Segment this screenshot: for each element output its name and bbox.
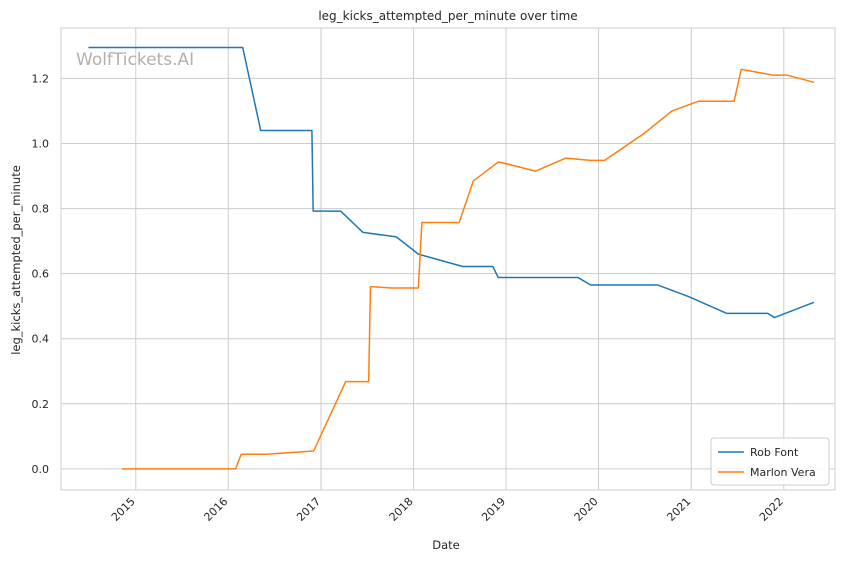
y-tick-label: 0.8 — [32, 203, 50, 216]
x-tick-label: 2021 — [664, 495, 693, 524]
y-tick-label: 0.6 — [32, 268, 50, 281]
x-tick-labels: 2015 2016 2017 2018 2019 2020 2021 2022 — [109, 495, 786, 524]
y-tick-label: 1.2 — [32, 72, 50, 85]
series-line-marlon-vera — [122, 68, 815, 470]
plot-area — [60, 27, 836, 491]
y-tick-label: 0.0 — [32, 463, 50, 476]
y-tick-labels: 0.0 0.2 0.4 0.6 0.8 1.0 1.2 — [32, 72, 50, 475]
x-tick-label: 2015 — [109, 495, 138, 524]
x-tick-label: 2018 — [387, 495, 416, 524]
legend-label-marlon-vera: Marlon Vera — [750, 466, 816, 479]
grid-lines — [61, 28, 835, 490]
y-tick-label: 0.2 — [32, 398, 50, 411]
x-tick-label: 2016 — [201, 495, 230, 524]
series-line-rob-font — [88, 46, 815, 319]
series-lines — [88, 46, 815, 470]
x-tick-label: 2022 — [757, 495, 786, 524]
x-tick-label: 2019 — [479, 495, 508, 524]
x-axis-label: Date — [432, 538, 460, 552]
x-tick-label: 2017 — [294, 495, 323, 524]
x-tick-label: 2020 — [572, 495, 601, 524]
watermark: WolfTickets.AI — [76, 50, 194, 70]
legend: Rob Font Marlon Vera — [710, 437, 830, 486]
y-tick-label: 0.4 — [32, 333, 50, 346]
chart-title: leg_kicks_attempted_per_minute over time — [318, 9, 577, 23]
y-axis-label: leg_kicks_attempted_per_minute — [9, 165, 23, 355]
legend-label-rob-font: Rob Font — [750, 446, 799, 459]
legend-box — [710, 437, 830, 486]
y-tick-label: 1.0 — [32, 138, 50, 151]
